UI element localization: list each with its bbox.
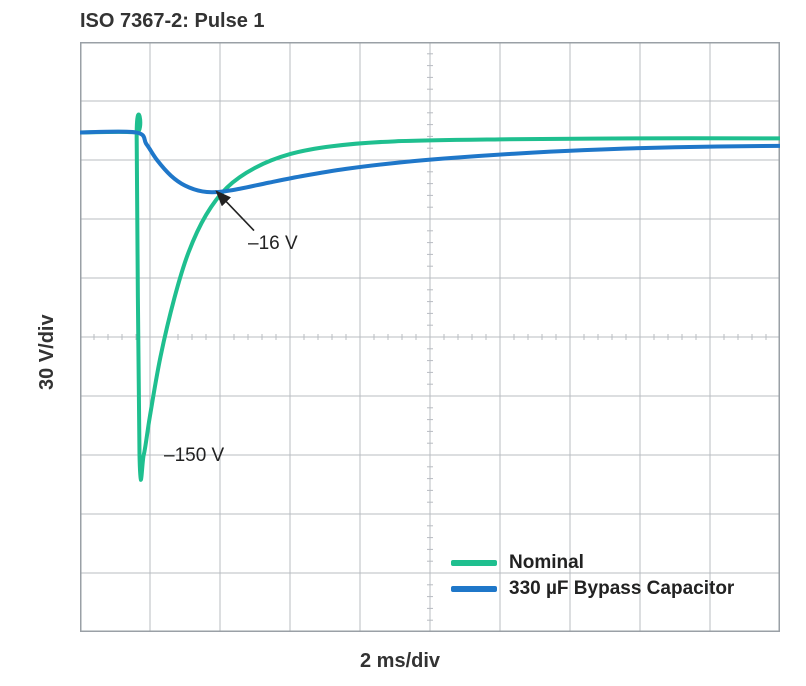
chart-container: ISO 7367-2: Pulse 1 30 V/div 2 ms/div –1…	[0, 0, 806, 686]
legend-label: Nominal	[509, 552, 584, 574]
legend: Nominal 330 µF Bypass Capacitor	[451, 552, 734, 604]
annotation-label: –16 V	[248, 233, 298, 255]
annotation-arrow	[217, 191, 255, 230]
x-axis-label: 2 ms/div	[360, 650, 440, 673]
plot-area: –16 V –150 V Nominal 330 µF Bypass Capacito…	[80, 42, 780, 632]
legend-swatch	[451, 560, 497, 566]
plot-svg	[80, 42, 780, 632]
legend-swatch	[451, 586, 497, 592]
y-axis-label: 30 V/div	[36, 314, 59, 390]
legend-item: 330 µF Bypass Capacitor	[451, 578, 734, 600]
annotation-label: –150 V	[164, 445, 224, 467]
legend-label: 330 µF Bypass Capacitor	[509, 578, 734, 600]
chart-title: ISO 7367-2: Pulse 1	[80, 10, 265, 33]
legend-item: Nominal	[451, 552, 734, 574]
